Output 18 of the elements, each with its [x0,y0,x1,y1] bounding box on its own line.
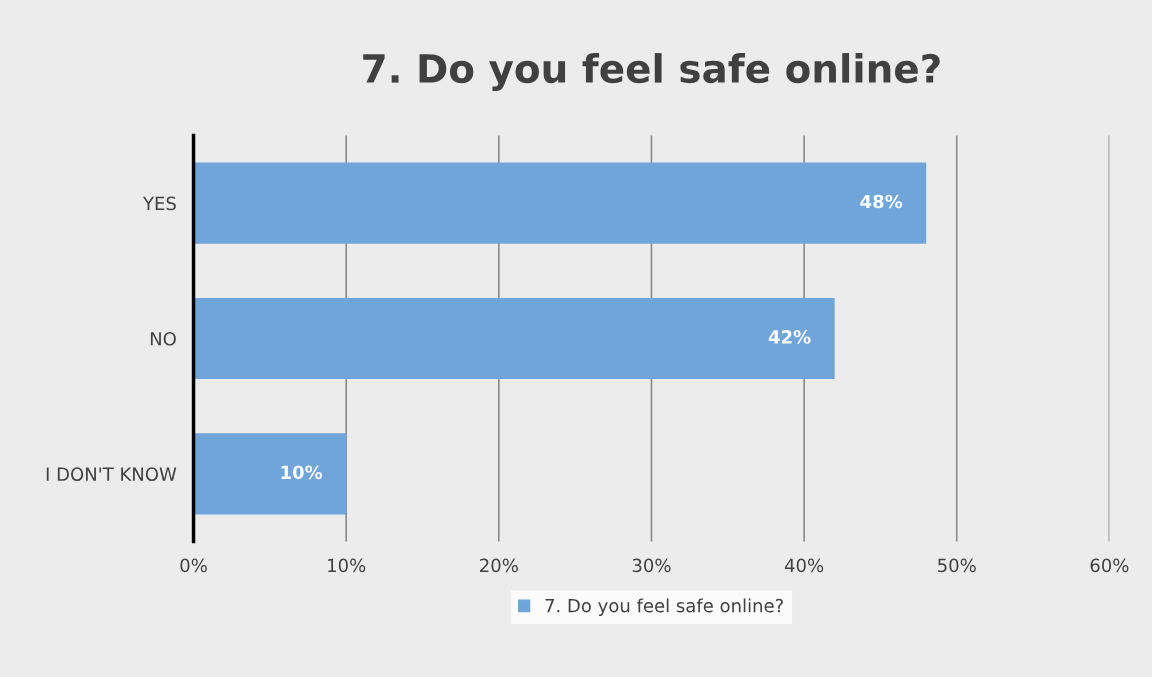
x-tick-label: 60% [1090,558,1129,573]
bar [193,162,927,244]
x-tick-label: 0% [180,558,207,573]
x-tick-label: 50% [938,558,976,573]
chart-title: 7. Do you feel safe online? [363,53,940,92]
y-tick-label: I DON'T KNOW [46,467,177,482]
legend-label: 7. Do you feel safe online? [545,598,783,616]
x-tick-label: 10% [328,558,366,573]
data-label: 10% [281,465,323,480]
y-tick-label: YES [142,196,176,211]
x-tick-label: 30% [632,558,671,573]
bar [193,297,835,380]
y-tick-label: NO [150,331,176,346]
bar [193,433,347,515]
data-label: 48% [860,194,903,209]
x-tick-label: 20% [480,558,518,573]
data-label: 42% [768,330,811,344]
x-tick-label: 40% [784,558,824,573]
